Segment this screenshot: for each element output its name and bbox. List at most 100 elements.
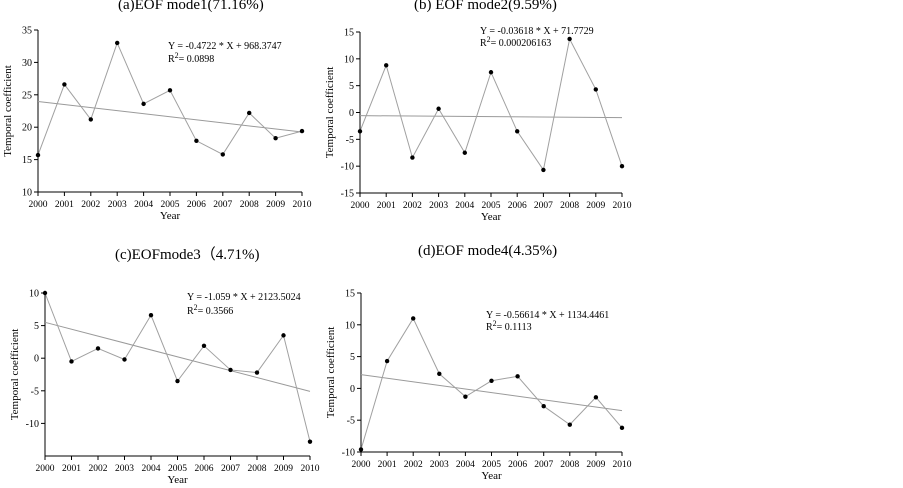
y-tick-label: 30 (22, 58, 32, 69)
y-axis-title: Temporal coefficient (324, 67, 336, 159)
data-point (488, 70, 494, 75)
data-point (175, 378, 180, 384)
series-line (360, 317, 623, 450)
data-point (515, 129, 520, 134)
trend-equation: Y = -1.059 * X + 2123.5024 (187, 292, 301, 303)
data-point (62, 82, 67, 87)
x-tick-label: 2004 (455, 201, 474, 211)
x-axis-title: Year (481, 211, 502, 223)
data-point (593, 87, 598, 92)
trend-line (44, 321, 311, 392)
y-axis-title: Temporal coefficient (9, 329, 21, 421)
y-tick-label: 15 (345, 289, 355, 300)
data-point (201, 343, 207, 349)
data-point (541, 404, 546, 409)
y-tick-label: 20 (22, 123, 32, 134)
r-squared-label: R2= 0.0898 (168, 51, 214, 65)
data-point (357, 129, 363, 134)
x-tick-label: 2009 (266, 200, 285, 210)
y-tick-label: 10 (29, 289, 39, 300)
r-squared-label: R2= 0.3566 (187, 303, 233, 317)
data-point (515, 374, 520, 379)
r-squared-value: = 0.1113 (497, 322, 532, 333)
y-tick-label: 15 (22, 155, 32, 166)
data-point (436, 106, 441, 111)
data-point (228, 367, 233, 373)
series-line (359, 37, 623, 172)
data-point (307, 439, 313, 444)
x-tick-label: 2003 (429, 201, 448, 211)
y-tick-label: 35 (22, 26, 32, 37)
y-tick-label: 0 (349, 108, 354, 119)
data-point (273, 136, 278, 141)
y-tick-label: 5 (350, 352, 355, 363)
x-tick-label: 2006 (508, 201, 527, 211)
y-tick-label: 5 (34, 321, 39, 332)
chart-svg-b: -15 -10 -5 0 5 10 15 2000 2001 2002 2003 2004 2005 20… (324, 26, 632, 223)
x-axis-title: Year (160, 210, 181, 222)
x-tick-label: 2001 (62, 464, 81, 474)
x-tick-label: 2001 (377, 201, 396, 211)
r-squared-symbol: R (168, 54, 175, 65)
x-tick-label: 2010 (301, 464, 320, 474)
x-tick-label: 2004 (456, 460, 475, 470)
y-tick-label: 25 (22, 90, 32, 101)
data-point (411, 316, 416, 321)
chart-svg-a: 10 15 20 25 30 35 2000 2001 2002 2003 2004 2005 2006… (2, 26, 312, 223)
x-tick-label: 2000 (351, 201, 370, 211)
data-point (541, 167, 546, 173)
x-tick-label: 2010 (293, 200, 312, 210)
x-tick-label: 2000 (36, 464, 55, 474)
data-point (619, 425, 625, 431)
data-point (299, 128, 305, 134)
y-tick-label: 0 (350, 384, 355, 395)
x-tick-label: 2004 (134, 200, 153, 210)
x-tick-label: 2005 (161, 200, 180, 210)
chart-title-a: (a)EOF mode1(71.16%) (118, 0, 264, 13)
x-tick-label: 2003 (115, 464, 134, 474)
chart-svg-c: -10 -5 0 5 10 2000 2001 2002 2003 2004 2005 2006 200… (9, 289, 320, 487)
data-point (489, 378, 494, 383)
y-tick-label: -10 (26, 419, 39, 430)
x-axis-title: Year (481, 470, 502, 482)
x-tick-label: 2010 (613, 460, 632, 470)
x-tick-label: 2002 (81, 200, 100, 210)
r-squared-value: = 0.3566 (198, 306, 234, 317)
r-squared-exponent: 2 (194, 303, 198, 312)
trend-line (37, 100, 303, 133)
data-point (567, 422, 572, 427)
data-point (122, 357, 127, 362)
x-tick-label: 2010 (613, 201, 632, 211)
x-tick-label: 2006 (195, 464, 214, 474)
x-tick-label: 2008 (240, 200, 259, 210)
y-tick-label: -10 (341, 162, 354, 173)
x-tick-label: 2004 (142, 464, 161, 474)
x-tick-label: 2000 (29, 200, 48, 210)
x-tick-label: 2007 (534, 460, 553, 470)
data-point (619, 163, 625, 169)
trend-equation: Y = -0.56614 * X + 1134.4461 (486, 310, 609, 321)
y-tick-label: -5 (31, 386, 39, 397)
x-tick-label: 2003 (108, 200, 127, 210)
y-tick-label: 0 (34, 354, 39, 365)
data-point (115, 40, 120, 46)
trend-equation: Y = -0.4722 * X + 968.3747 (168, 41, 282, 52)
data-point (141, 101, 146, 107)
data-point (148, 312, 154, 318)
data-point (42, 290, 48, 296)
data-point (247, 110, 252, 116)
x-tick-label: 2008 (248, 464, 267, 474)
data-point (88, 117, 94, 122)
x-tick-label: 2008 (560, 460, 579, 470)
x-tick-label: 2005 (482, 201, 501, 211)
r-squared-exponent: 2 (487, 35, 491, 44)
x-tick-label: 2007 (213, 200, 232, 210)
data-point (567, 36, 572, 42)
x-tick-label: 2006 (508, 460, 527, 470)
r-squared-label: R2= 0.000206163 (480, 35, 551, 49)
data-point (358, 447, 364, 452)
y-tick-label: 15 (344, 28, 354, 39)
r-squared-symbol: R (480, 38, 487, 49)
data-point (410, 155, 415, 160)
data-point (462, 150, 467, 155)
